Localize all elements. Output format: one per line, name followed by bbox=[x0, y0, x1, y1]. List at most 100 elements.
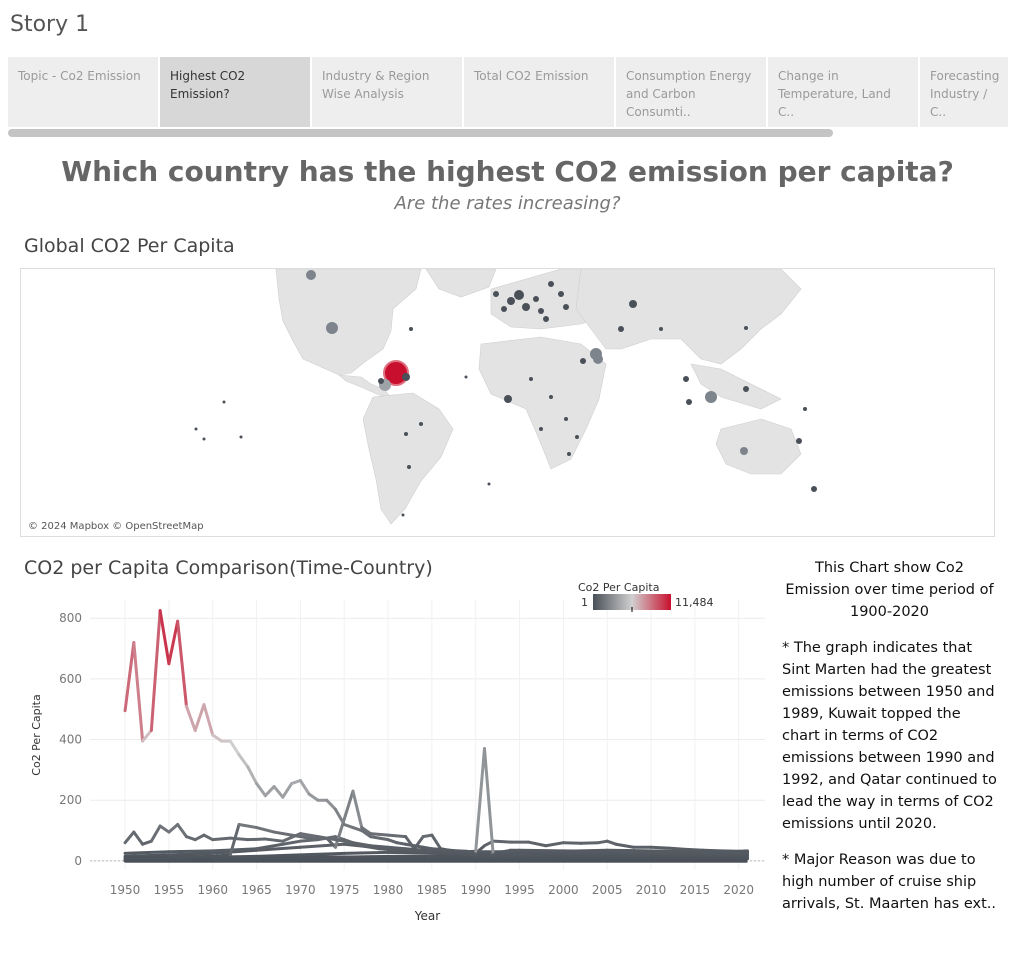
north-america-shape bbox=[275, 269, 422, 376]
tabs-scrollbar[interactable] bbox=[8, 129, 833, 137]
series-line-segment bbox=[123, 853, 171, 858]
tab-label: Forecasting Industry / C.. bbox=[930, 69, 1000, 119]
x-tick-label: 1970 bbox=[285, 883, 316, 897]
tab-highest-co2[interactable]: Highest CO2 Emission? bbox=[160, 57, 310, 127]
series-line-segment bbox=[211, 853, 232, 858]
series-line-segment bbox=[579, 841, 600, 845]
tab-industry-region[interactable]: Industry & Region Wise Analysis bbox=[312, 57, 462, 127]
description-para2: * Major Reason was due to high number of… bbox=[782, 852, 996, 912]
series-line-segment bbox=[193, 703, 206, 732]
series-line-segment bbox=[667, 846, 688, 851]
series-line-segment bbox=[158, 609, 171, 666]
series-line-segment bbox=[377, 847, 399, 852]
co2-line-chart[interactable]: 0 200 400 600 800 1950 1955 1960 1965 1970 1975 198… bbox=[20, 580, 780, 930]
tab-forecasting[interactable]: Forecasting Industry / C.. bbox=[920, 57, 1008, 127]
tab-change-temperature[interactable]: Change in Temperature, Land C.. bbox=[768, 57, 918, 127]
series-line-segment bbox=[176, 822, 188, 839]
series-line-segment bbox=[193, 833, 206, 842]
line-chart-title: CO2 per Capita Comparison(Time-Country) bbox=[24, 557, 433, 579]
series-line-segment bbox=[132, 640, 145, 743]
series-line-segment bbox=[421, 848, 443, 854]
series-line-segment bbox=[386, 856, 478, 860]
series-line-segment bbox=[167, 619, 180, 666]
series-line-segment bbox=[526, 840, 548, 848]
description-line2: 1900-2020 bbox=[849, 604, 930, 620]
series-line-segment bbox=[255, 853, 302, 858]
series-line-segment bbox=[482, 747, 495, 857]
series-line-segment bbox=[184, 704, 197, 732]
series-line-segment bbox=[307, 792, 320, 802]
series-line-segment bbox=[649, 845, 671, 850]
y-tick-label: 200 bbox=[59, 793, 82, 807]
series-line-segment bbox=[605, 839, 618, 846]
series-line-segment bbox=[298, 838, 320, 843]
story-title: Story 1 bbox=[10, 12, 90, 37]
series-line-segment bbox=[255, 826, 276, 834]
series-line-segment bbox=[176, 619, 188, 708]
series-line-segment bbox=[386, 833, 408, 839]
series-line-segment bbox=[184, 835, 197, 842]
series-line-segment bbox=[272, 785, 285, 799]
series-line-segment bbox=[386, 850, 434, 855]
x-tick-label: 1995 bbox=[504, 883, 535, 897]
series-line-segment bbox=[430, 833, 443, 851]
series-line-segment bbox=[614, 842, 636, 849]
southeast-asia-shape bbox=[690, 363, 782, 410]
series-line-segment bbox=[298, 832, 320, 839]
series-line-segment bbox=[290, 779, 302, 786]
tab-label: Consumption Energy and Carbon Consumti.. bbox=[626, 69, 752, 119]
tab-consumption-energy[interactable]: Consumption Energy and Carbon Consumti.. bbox=[616, 57, 766, 127]
tab-label: Industry & Region Wise Analysis bbox=[322, 69, 430, 101]
series-line-segment bbox=[360, 826, 373, 836]
series-line-segment bbox=[333, 789, 355, 849]
tab-label: Topic - Co2 Emission bbox=[18, 69, 141, 83]
x-tick-label: 1990 bbox=[460, 883, 491, 897]
series-line-segment bbox=[246, 837, 267, 842]
x-tick-label: 1975 bbox=[329, 883, 360, 897]
description-line1: This Chart show Co2 Emission over time p… bbox=[785, 560, 994, 598]
series-line-segment bbox=[386, 845, 408, 851]
map-attribution: © 2024 Mapbox © OpenStreetMap bbox=[28, 521, 204, 532]
series-line-segment bbox=[281, 832, 302, 843]
tab-total-co2[interactable]: Total CO2 Emission bbox=[464, 57, 614, 127]
series-line-segment bbox=[167, 854, 215, 859]
australia-shape bbox=[715, 418, 802, 475]
series-line-segment bbox=[404, 847, 425, 852]
map-title: Global CO2 Per Capita bbox=[24, 235, 235, 257]
series-line-segment bbox=[360, 829, 373, 839]
x-tick-label: 2020 bbox=[723, 883, 754, 897]
x-tick-label: 2000 bbox=[548, 883, 579, 897]
series-line-segment bbox=[211, 856, 302, 861]
map-markers bbox=[194, 270, 817, 517]
series-line-segment bbox=[298, 854, 390, 860]
series-line-segment bbox=[342, 822, 355, 830]
series-line-segment bbox=[351, 789, 364, 830]
series-line-segment bbox=[491, 850, 504, 857]
series-line-segment bbox=[158, 824, 171, 834]
africa-shape bbox=[478, 336, 607, 470]
asia-shape bbox=[575, 269, 802, 365]
series-line-segment bbox=[518, 850, 565, 855]
series-line-segment bbox=[202, 703, 215, 737]
series-line-segment bbox=[255, 842, 285, 851]
series-line-segment bbox=[491, 839, 513, 844]
series-line-segment bbox=[211, 733, 223, 743]
chart-description: This Chart show Co2 Emission over time p… bbox=[782, 557, 997, 929]
series-line-segment bbox=[369, 832, 390, 837]
world-map-canvas[interactable] bbox=[21, 269, 995, 537]
tab-topic[interactable]: Topic - Co2 Emission bbox=[8, 57, 158, 127]
world-map[interactable]: © 2024 Mapbox © OpenStreetMap bbox=[20, 268, 995, 537]
x-tick-label: 1960 bbox=[197, 883, 228, 897]
legend-gradient bbox=[593, 594, 671, 610]
series-line-segment bbox=[351, 841, 373, 848]
legend-title: Co2 Per Capita bbox=[578, 581, 659, 594]
south-america-shape bbox=[362, 392, 454, 525]
series-line-segment bbox=[237, 753, 250, 769]
tab-label: Change in Temperature, Land C.. bbox=[778, 69, 891, 119]
series-line-segment bbox=[386, 838, 399, 845]
series-line-segment bbox=[132, 830, 145, 846]
series-line-segment bbox=[167, 851, 215, 857]
tab-label: Highest CO2 Emission? bbox=[170, 69, 246, 101]
series-line-segment bbox=[298, 851, 346, 857]
series-line-segment bbox=[263, 785, 276, 798]
